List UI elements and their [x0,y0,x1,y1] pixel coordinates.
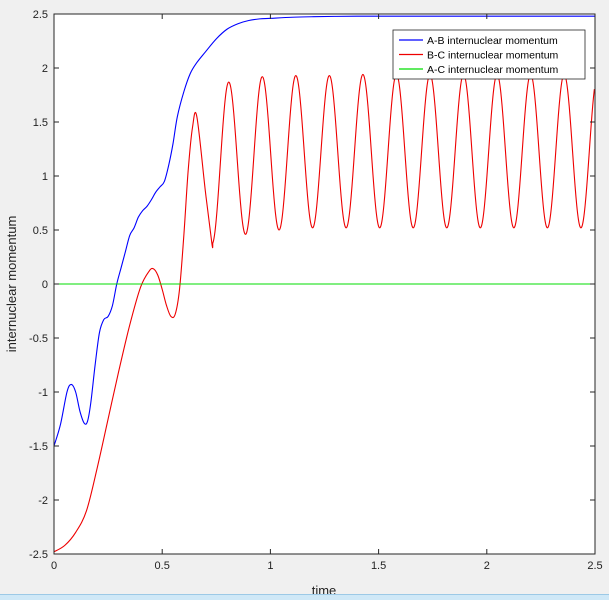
series-layer [53,15,595,553]
y-tick-label: 0.5 [33,225,48,237]
y-tick-label: 1 [42,171,48,183]
legend-box [392,29,586,80]
x-tick-label: 1.5 [371,560,386,572]
x-tick-label: 2 [484,560,490,572]
y-axis-label: internuclear momentum [4,216,19,353]
y-tick-label: -2 [38,495,48,507]
y-tick-label: -0.5 [29,333,48,345]
legend-entry: B-C internuclear momentum [427,50,559,62]
series-line-1 [53,15,595,447]
x-tick-label: 2.5 [587,560,602,572]
y-tick-label: -1 [38,387,48,399]
x-tick-label: 0 [51,560,57,572]
y-tick-label: -2.5 [29,549,48,561]
y-tick-label: -1.5 [29,441,48,453]
y-tick-label: 2 [42,63,48,75]
legend-entry: A-B internuclear momentum [427,35,558,47]
y-tick-label: 0 [42,279,48,291]
y-tick-label: 2.5 [33,9,48,21]
plot-frame [53,13,596,555]
x-tick-label: 1 [267,560,273,572]
x-tick-label: 0.5 [155,560,170,572]
y-tick-label: 1.5 [33,117,48,129]
window-bottom-edge [0,594,609,600]
legend-entry: A-C internuclear momentum [427,64,559,76]
series-line-2 [53,73,595,553]
legend: A-B internuclear momentum B-C internuclea… [392,29,586,80]
ticks-layer: 0 0.5 1 1.5 2 2.5 2.5 2 1.5 1 0.5 0 -0.5 -1 -1.5 -2 -2.5 [29,9,603,572]
